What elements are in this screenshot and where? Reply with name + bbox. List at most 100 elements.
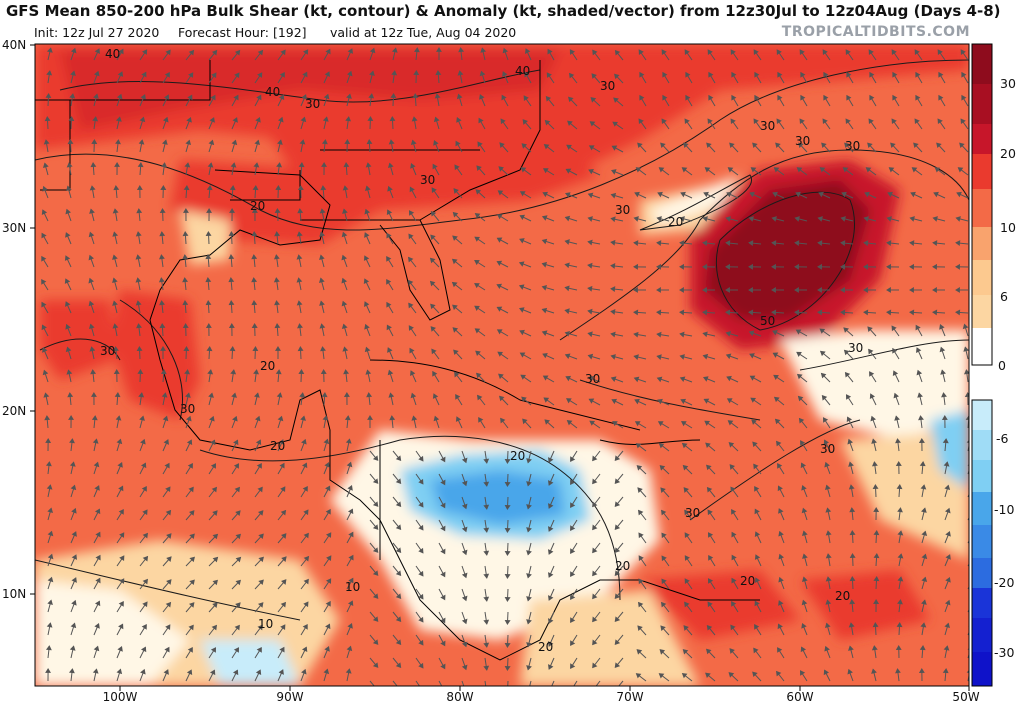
vector-head bbox=[344, 139, 351, 145]
vector-head bbox=[477, 141, 483, 148]
vector-head bbox=[587, 262, 593, 269]
vector-head bbox=[661, 578, 667, 585]
vector-head bbox=[680, 421, 687, 427]
vector-head bbox=[523, 95, 529, 102]
vector-head bbox=[726, 398, 733, 404]
vector-head bbox=[706, 486, 713, 493]
vector-head bbox=[840, 263, 846, 270]
vector-head bbox=[592, 49, 598, 56]
vector-head bbox=[116, 438, 123, 445]
vector-head bbox=[346, 461, 353, 468]
vector-head bbox=[796, 373, 803, 380]
vector-head bbox=[301, 438, 307, 445]
vector-head bbox=[207, 162, 214, 168]
vector-head bbox=[230, 162, 237, 168]
vector-head bbox=[409, 186, 415, 193]
vector-head bbox=[255, 116, 261, 123]
forecast-hour-label: Forecast Hour: [192] bbox=[178, 25, 307, 40]
vector-head bbox=[452, 327, 459, 333]
vector-head bbox=[873, 599, 880, 605]
vector-head bbox=[704, 167, 711, 173]
vector-head bbox=[163, 439, 170, 445]
vector-head bbox=[571, 687, 575, 691]
vector-head bbox=[188, 602, 195, 608]
vector-head bbox=[88, 277, 94, 284]
vector-head bbox=[451, 281, 458, 288]
vector-head bbox=[502, 47, 509, 54]
vector-head bbox=[71, 507, 77, 514]
vector-head bbox=[387, 369, 394, 376]
vector-head bbox=[547, 664, 554, 670]
vector-head bbox=[206, 185, 213, 191]
vector-head bbox=[410, 162, 416, 169]
vector-head bbox=[70, 484, 77, 491]
vector-head bbox=[395, 547, 402, 554]
vector-head bbox=[913, 142, 919, 149]
vector-head bbox=[659, 649, 666, 655]
vector-head bbox=[892, 370, 899, 377]
vector-head bbox=[817, 263, 823, 270]
vector-head bbox=[520, 374, 527, 380]
vector-head bbox=[825, 576, 832, 582]
vector-head bbox=[504, 550, 511, 556]
vector-head bbox=[496, 283, 503, 290]
vector-head bbox=[896, 622, 903, 628]
vector-head bbox=[430, 210, 437, 217]
vector-head bbox=[409, 347, 415, 354]
vector-head bbox=[233, 463, 240, 469]
vector-head bbox=[387, 185, 393, 192]
vector-head bbox=[778, 508, 784, 514]
vector-head bbox=[94, 508, 101, 515]
vector-head bbox=[364, 232, 370, 238]
vector-head bbox=[299, 392, 306, 398]
vector-head bbox=[657, 421, 664, 427]
vector-head bbox=[483, 619, 490, 625]
vector-head bbox=[518, 307, 525, 313]
vector-head bbox=[142, 509, 148, 516]
lat-label-20n: 20N bbox=[2, 404, 27, 418]
vector-head bbox=[706, 624, 713, 631]
vector-head bbox=[614, 570, 621, 576]
vector-head bbox=[141, 485, 147, 492]
vector-head bbox=[778, 530, 784, 537]
vector-head bbox=[748, 216, 754, 222]
vector-head bbox=[504, 596, 511, 602]
vector-head bbox=[183, 208, 189, 213]
vector-head bbox=[363, 278, 370, 285]
vector-head bbox=[112, 254, 118, 260]
vector-head bbox=[773, 167, 780, 173]
vector-head bbox=[461, 526, 468, 533]
vector-head bbox=[933, 191, 939, 198]
vector-head bbox=[232, 669, 239, 676]
vector-head bbox=[112, 231, 119, 237]
vector-head bbox=[611, 169, 617, 175]
vector-head bbox=[849, 576, 856, 582]
contour-label: 20 bbox=[668, 215, 683, 229]
vector-head bbox=[730, 624, 736, 631]
vector-head bbox=[945, 554, 951, 560]
vector-head bbox=[679, 376, 686, 383]
vector-head bbox=[801, 599, 808, 606]
vector-head bbox=[702, 216, 708, 222]
vector-head bbox=[845, 49, 851, 56]
vector-head bbox=[754, 554, 761, 560]
vector-head bbox=[44, 116, 51, 122]
vector-head bbox=[638, 532, 644, 539]
vector-head bbox=[504, 504, 511, 510]
vector-head bbox=[638, 578, 644, 585]
contour-label: 30 bbox=[848, 341, 863, 355]
vector-head bbox=[915, 94, 921, 101]
vector-head bbox=[498, 166, 504, 172]
vector-head bbox=[661, 118, 667, 124]
vector-head bbox=[521, 396, 527, 403]
vector-head bbox=[662, 71, 668, 78]
vector-head bbox=[478, 416, 484, 423]
vector-head bbox=[521, 143, 528, 149]
vector-head bbox=[483, 596, 490, 602]
vector-head bbox=[234, 624, 240, 631]
vector-head bbox=[280, 624, 286, 631]
vector-head bbox=[794, 309, 800, 316]
vector-head bbox=[364, 346, 371, 353]
vector-head bbox=[348, 531, 354, 538]
vector-head bbox=[429, 280, 436, 287]
